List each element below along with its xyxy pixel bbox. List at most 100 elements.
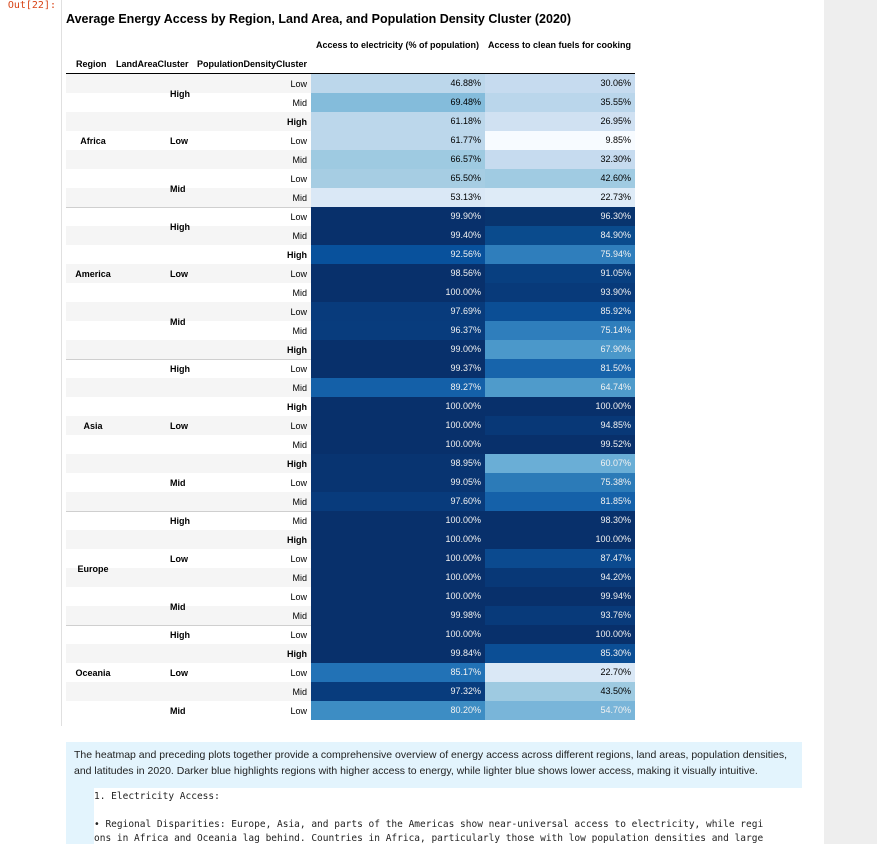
- table-row: [66, 701, 311, 720]
- region-separator: [66, 625, 311, 626]
- density-label: Low: [290, 269, 307, 279]
- electricity-cell: 99.37%: [311, 359, 485, 378]
- clean-fuels-cell: 100.00%: [485, 397, 635, 416]
- table-row: [66, 397, 311, 416]
- column-header-clean-fuels: Access to clean fuels for cooking: [488, 40, 632, 50]
- electricity-cell: 53.13%: [311, 188, 485, 207]
- density-label: Low: [290, 706, 307, 716]
- index-header-region: Region: [76, 59, 107, 69]
- density-label: Mid: [292, 611, 307, 621]
- electricity-cell: 89.27%: [311, 378, 485, 397]
- density-label: High: [287, 117, 307, 127]
- density-label: Mid: [292, 231, 307, 241]
- clean-fuels-cell: 100.00%: [485, 530, 635, 549]
- electricity-cell: 100.00%: [311, 549, 485, 568]
- table-row: [66, 150, 311, 169]
- density-label: High: [287, 459, 307, 469]
- table-row: [66, 264, 311, 283]
- region-separator: [66, 359, 311, 360]
- density-label: Low: [290, 421, 307, 431]
- electricity-cell: 100.00%: [311, 435, 485, 454]
- electricity-cell: 92.56%: [311, 245, 485, 264]
- index-header-population-density: PopulationDensityCluster: [197, 59, 308, 69]
- clean-fuels-cell: 100.00%: [485, 625, 635, 644]
- electricity-cell: 61.18%: [311, 112, 485, 131]
- density-label: Low: [290, 630, 307, 640]
- table-row: [66, 644, 311, 663]
- density-label: Low: [290, 212, 307, 222]
- markdown-paragraph: The heatmap and preceding plots together…: [74, 749, 788, 777]
- electricity-cell: 97.60%: [311, 492, 485, 511]
- clean-fuels-cell: 96.30%: [485, 207, 635, 226]
- land-area-label: Low: [170, 269, 188, 279]
- region-label: America: [75, 269, 111, 279]
- clean-fuels-cell: 94.85%: [485, 416, 635, 435]
- electricity-cell: 100.00%: [311, 416, 485, 435]
- table-row: [66, 226, 311, 245]
- clean-fuels-cell: 85.30%: [485, 644, 635, 663]
- table-row: [66, 302, 311, 321]
- density-label: High: [287, 345, 307, 355]
- clean-fuels-cell: 42.60%: [485, 169, 635, 188]
- clean-fuels-cell: 43.50%: [485, 682, 635, 701]
- output-collapse-bar[interactable]: [61, 0, 62, 726]
- electricity-cell: 99.00%: [311, 340, 485, 359]
- clean-fuels-cell: 26.95%: [485, 112, 635, 131]
- density-label: Mid: [292, 383, 307, 393]
- code-block: 1. Electricity Access: • Regional Dispar…: [94, 788, 802, 844]
- clean-fuels-cell: 85.92%: [485, 302, 635, 321]
- land-area-label: Low: [170, 421, 188, 431]
- electricity-cell: 97.32%: [311, 682, 485, 701]
- clean-fuels-cell: 99.94%: [485, 587, 635, 606]
- region-label: Europe: [77, 563, 109, 574]
- electricity-cell: 100.00%: [311, 511, 485, 530]
- electricity-cell: 98.95%: [311, 454, 485, 473]
- electricity-cell: 99.84%: [311, 644, 485, 663]
- table-row: [66, 606, 311, 625]
- table-row: [66, 188, 311, 207]
- table-row: [66, 530, 311, 549]
- region-separator: [66, 207, 311, 208]
- density-label: Low: [290, 554, 307, 564]
- table-row: [66, 587, 311, 606]
- table-row: [66, 74, 311, 93]
- electricity-cell: 61.77%: [311, 131, 485, 150]
- clean-fuels-cell: 22.73%: [485, 188, 635, 207]
- clean-fuels-cell: 93.76%: [485, 606, 635, 625]
- table-row: [66, 245, 311, 264]
- table-row: [66, 511, 311, 530]
- land-area-label: Mid: [170, 316, 186, 327]
- electricity-cell: 100.00%: [311, 587, 485, 606]
- clean-fuels-cell: 75.94%: [485, 245, 635, 264]
- clean-fuels-cell: 54.70%: [485, 701, 635, 720]
- table-row: [66, 112, 311, 131]
- table-row: [66, 207, 311, 226]
- table-row: [66, 416, 311, 435]
- clean-fuels-cell: 22.70%: [485, 663, 635, 682]
- land-area-label: Mid: [170, 478, 186, 488]
- clean-fuels-cell: 60.07%: [485, 454, 635, 473]
- land-area-label: Low: [170, 136, 188, 146]
- land-area-label: High: [170, 630, 190, 640]
- density-label: Mid: [292, 288, 307, 298]
- electricity-cell: 65.50%: [311, 169, 485, 188]
- electricity-cell: 46.88%: [311, 74, 485, 93]
- land-area-label: Low: [170, 668, 188, 678]
- density-label: Mid: [292, 440, 307, 450]
- clean-fuels-cell: 84.90%: [485, 226, 635, 245]
- code-line: 1. Electricity Access:: [94, 791, 220, 802]
- table-row: [66, 625, 311, 644]
- table-row: [66, 131, 311, 150]
- density-label: High: [287, 250, 307, 260]
- electricity-cell: 99.05%: [311, 473, 485, 492]
- table-row: [66, 492, 311, 511]
- electricity-cell: 100.00%: [311, 397, 485, 416]
- table-row: [66, 321, 311, 340]
- table-row: [66, 568, 311, 587]
- clean-fuels-cell: 87.47%: [485, 549, 635, 568]
- land-area-label: High: [170, 516, 190, 526]
- table-row: [66, 663, 311, 682]
- density-label: Mid: [292, 516, 307, 526]
- density-label: Low: [290, 478, 307, 488]
- electricity-cell: 97.69%: [311, 302, 485, 321]
